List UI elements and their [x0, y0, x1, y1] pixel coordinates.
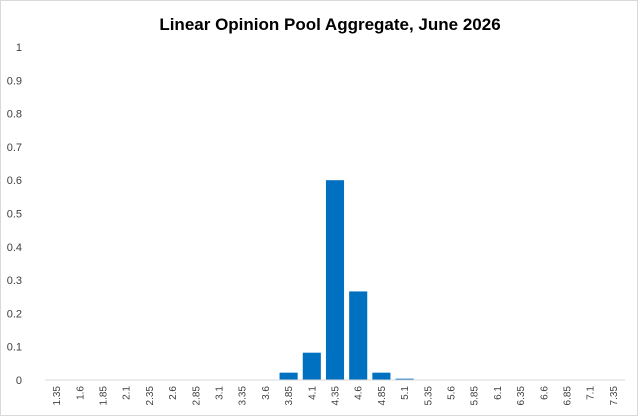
x-tick-label: 4.1 — [307, 386, 318, 400]
y-tick-label: 0.6 — [7, 175, 22, 187]
x-tick-label: 7.35 — [609, 386, 620, 406]
x-tick-label: 5.85 — [470, 386, 481, 406]
x-tick-label: 3.35 — [238, 386, 249, 406]
x-tick-label: 3.6 — [261, 386, 272, 400]
bar — [325, 180, 345, 380]
x-axis-ticks: 1.35 1.6 1.85 2.1 2.35 2.6 2.85 3.1 3.35 3.6 3.85 4… — [52, 386, 620, 406]
x-tick-label: 4.6 — [354, 386, 365, 400]
x-tick-label: 2.85 — [191, 386, 202, 406]
bar — [302, 352, 321, 380]
x-tick-label: 4.85 — [377, 386, 388, 406]
x-tick-label: 5.35 — [423, 386, 434, 406]
x-tick-label: 6.6 — [539, 386, 550, 400]
x-tick-label: 2.35 — [145, 386, 156, 406]
x-tick-label: 1.35 — [52, 386, 63, 406]
x-tick-label: 6.35 — [516, 386, 527, 406]
y-tick-label: 0.2 — [7, 308, 22, 320]
x-tick-label: 2.6 — [168, 386, 179, 400]
x-tick-label: 5.1 — [400, 386, 411, 400]
y-tick-label: 0.8 — [7, 109, 22, 121]
x-tick-label: 2.1 — [122, 386, 133, 400]
bar — [395, 378, 414, 380]
bars — [279, 180, 414, 380]
y-axis-ticks: 0 0.1 0.2 0.3 0.4 0.5 0.6 0.7 0.8 0.9 1 — [7, 42, 22, 387]
y-tick-label: 0.7 — [7, 142, 22, 154]
x-tick-label: 6.85 — [563, 386, 574, 406]
bar — [279, 372, 298, 380]
y-tick-label: 0.3 — [7, 275, 22, 287]
y-tick-label: 0 — [16, 375, 22, 387]
x-tick-label: 1.6 — [75, 386, 86, 400]
bar — [372, 372, 391, 380]
bar — [349, 291, 368, 380]
y-tick-label: 0.5 — [7, 209, 22, 221]
x-tick-label: 1.85 — [99, 386, 110, 406]
x-tick-label: 6.1 — [493, 386, 504, 400]
x-tick-label: 3.1 — [215, 386, 226, 400]
x-tick-label: 7.1 — [586, 386, 597, 400]
y-tick-label: 0.4 — [7, 242, 22, 254]
y-tick-label: 0.1 — [7, 342, 22, 354]
x-tick-label: 3.85 — [284, 386, 295, 406]
y-tick-label: 1 — [16, 42, 22, 54]
chart-title: Linear Opinion Pool Aggregate, June 2026 — [159, 15, 500, 34]
x-tick-label: 4.35 — [331, 386, 342, 406]
x-tick-label: 5.6 — [447, 386, 458, 400]
y-tick-label: 0.9 — [7, 75, 22, 87]
